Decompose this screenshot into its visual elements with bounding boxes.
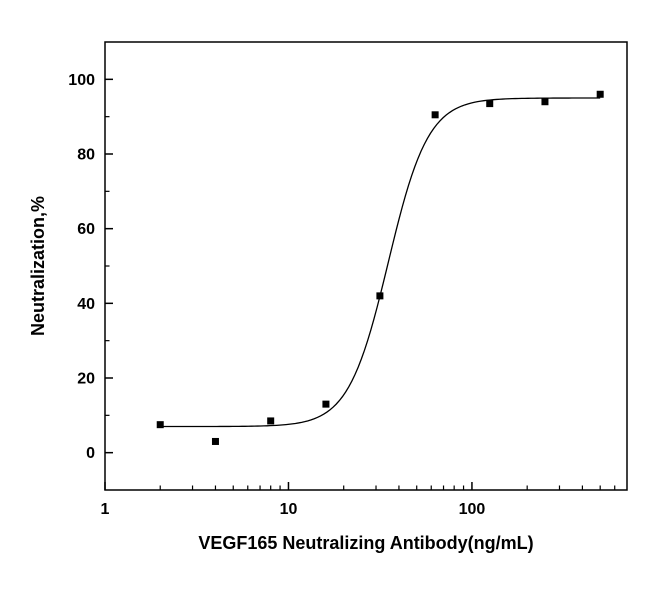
x-tick-label: 10 <box>280 501 298 518</box>
plot-border <box>104 41 628 491</box>
y-tick-label: 40 <box>77 296 95 313</box>
y-tick-label: 0 <box>86 445 95 462</box>
data-point <box>156 421 164 429</box>
data-point <box>596 90 604 98</box>
axis-tick-labels: 1 10 100 0 20 40 60 80 100 <box>68 72 485 518</box>
y-tick-label: 80 <box>77 147 95 164</box>
x-tick-label: 100 <box>459 501 486 518</box>
x-tick-label: 1 <box>101 501 110 518</box>
y-tick-label: 60 <box>77 221 95 238</box>
y-tick-label: 100 <box>68 72 95 89</box>
data-points <box>156 90 604 445</box>
data-point <box>376 292 384 300</box>
data-point <box>211 437 219 445</box>
y-axis-title: Neutralization,% <box>28 196 48 336</box>
data-point <box>486 100 494 108</box>
x-axis-title: VEGF165 Neutralizing Antibody(ng/mL) <box>198 533 533 553</box>
y-tick-label: 20 <box>77 371 95 388</box>
data-point <box>322 400 330 408</box>
data-point <box>431 111 439 119</box>
data-point <box>541 98 549 106</box>
data-point <box>267 417 275 425</box>
